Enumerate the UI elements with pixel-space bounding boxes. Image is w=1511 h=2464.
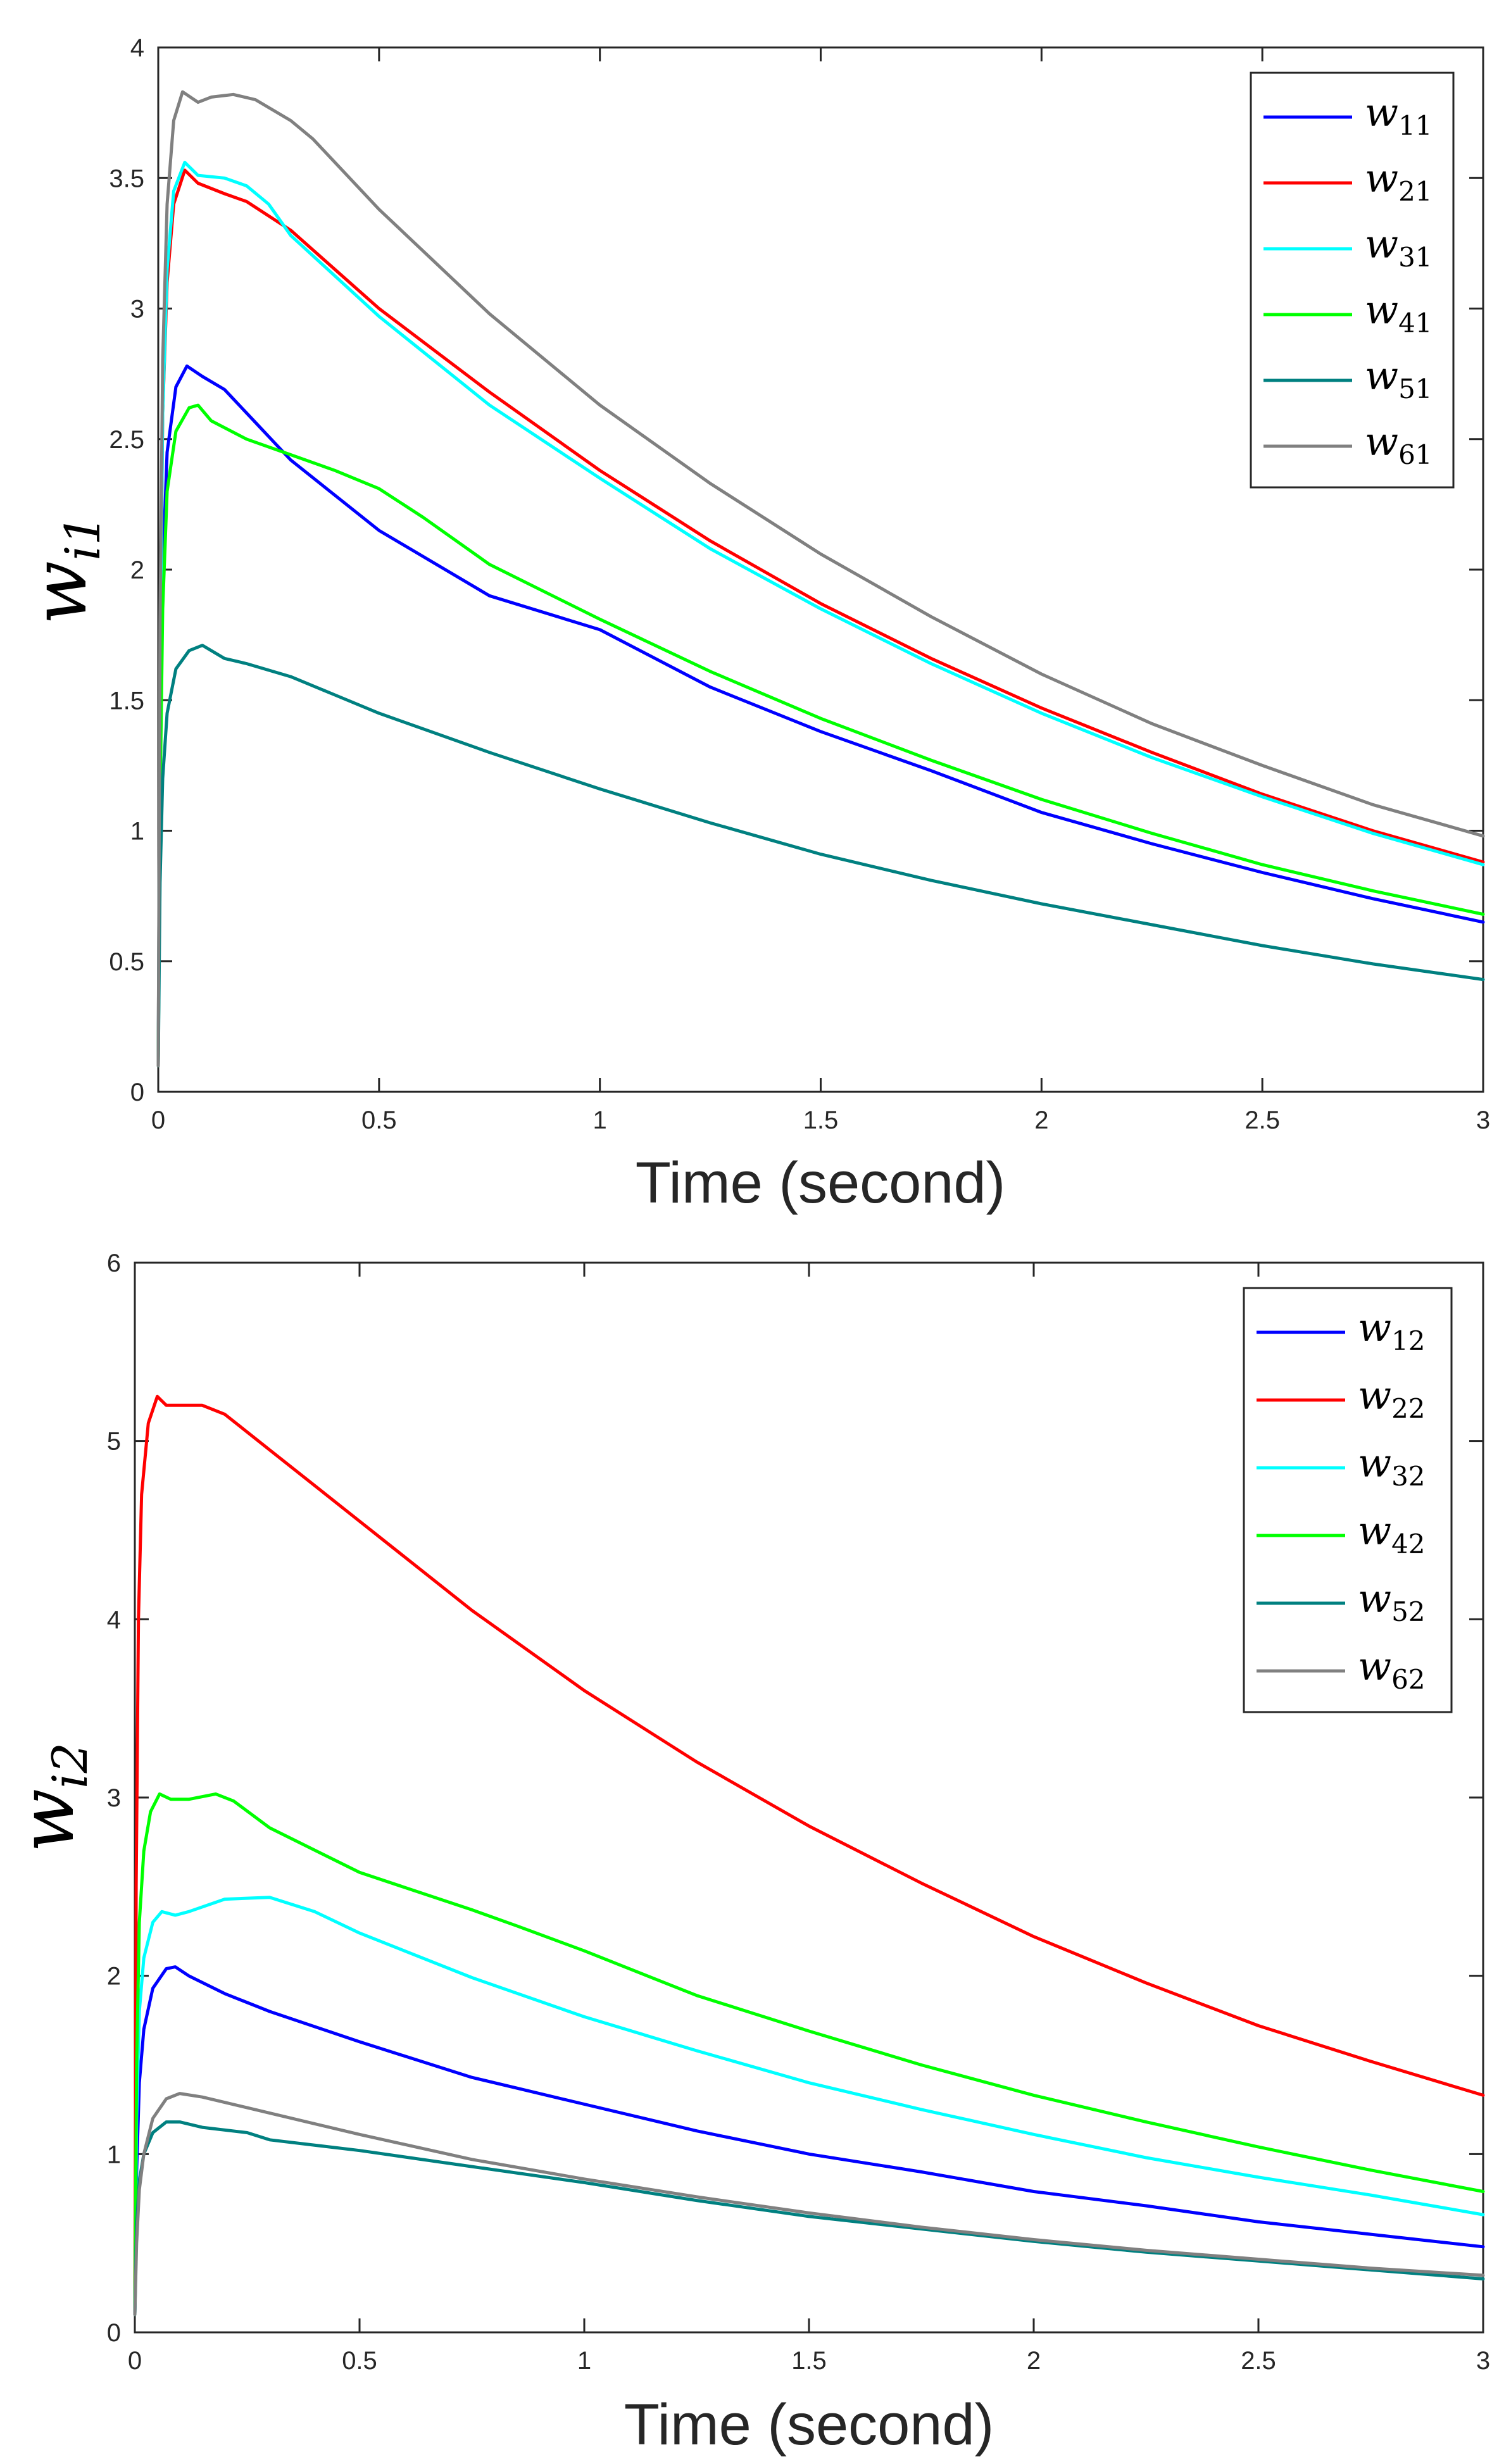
- x-tick-label: 2: [1027, 2347, 1041, 2375]
- y-axis-label-wi1: wi1: [16, 515, 111, 625]
- legend-label-w11: w11: [1365, 89, 1433, 141]
- x-tick-label: 1.5: [791, 2347, 827, 2375]
- y-tick-label: 3.5: [109, 165, 144, 192]
- y-tick-label: 1: [130, 818, 144, 846]
- legend-wi1: w11 w21 w31 w41 w51 w61: [1250, 72, 1455, 489]
- legend-label-w22: w22: [1358, 1372, 1426, 1424]
- x-tick-label: 0: [128, 2347, 142, 2375]
- series-line-w62: [133, 2092, 1485, 2317]
- y-tick-label: 1: [107, 2141, 121, 2168]
- series-line-w22: [133, 1394, 1485, 2317]
- series-line-w51: [156, 644, 1485, 1068]
- legend-label-w51: w51: [1365, 353, 1433, 404]
- x-tick-label: 0: [151, 1106, 165, 1134]
- series-group-wi2: [133, 1394, 1485, 2317]
- x-tick-label: 1: [593, 1106, 607, 1134]
- x-tick-label: 0.5: [342, 2347, 377, 2375]
- y-tick-label: 2: [130, 556, 144, 584]
- series-line-w12: [133, 1965, 1485, 2317]
- y-axis-label-wi2: wi2: [3, 1742, 98, 1853]
- series-group-wi1: [156, 90, 1485, 1068]
- series-line-w11: [156, 364, 1485, 1068]
- legend-label-w61: w61: [1365, 418, 1433, 470]
- legend-label-w52: w52: [1358, 1575, 1426, 1627]
- y-tick-label: 0: [107, 2319, 121, 2347]
- x-tick-label: 1: [577, 2347, 591, 2375]
- y-tick-label: 0.5: [109, 948, 144, 976]
- series-line-w61: [156, 90, 1485, 1068]
- y-tick-label: 6: [107, 1249, 121, 1277]
- x-axis-ticks-wi1: 0 0.5 1 1.5 2 2.5 3: [151, 47, 1490, 1134]
- legend-label-w42: w42: [1358, 1508, 1426, 1560]
- x-axis-label-wi2: Time (second): [624, 2392, 994, 2457]
- legend-box-wi2: [1243, 1287, 1453, 1713]
- y-tick-label: 3: [107, 1784, 121, 1812]
- x-tick-label: 3: [1476, 2347, 1490, 2375]
- legend-label-w21: w21: [1365, 155, 1433, 207]
- series-line-w31: [156, 161, 1485, 1068]
- y-tick-label: 1.5: [109, 687, 144, 715]
- legend-box-wi1: [1250, 72, 1455, 489]
- legend-label-w31: w31: [1365, 221, 1433, 273]
- x-tick-label: 1.5: [803, 1106, 839, 1134]
- x-tick-label: 2: [1034, 1106, 1048, 1134]
- x-axis-ticks-wi2: 0 0.5 1 1.5 2 2.5 3: [128, 1263, 1490, 2375]
- x-tick-label: 3: [1476, 1106, 1490, 1134]
- y-axis-ticks-wi1: 0 0.5 1 1.5 2 2.5 3 3.5 4: [109, 34, 1483, 1106]
- y-tick-label: 4: [107, 1606, 121, 1634]
- y-tick-label: 5: [107, 1428, 121, 1456]
- y-tick-label: 0: [130, 1079, 144, 1106]
- legend-label-w41: w41: [1365, 287, 1433, 339]
- y-tick-label: 2: [107, 1963, 121, 1991]
- y-axis-ticks-wi2: 0 1 2 3 4 5 6: [107, 1249, 1483, 2347]
- y-tick-label: 2.5: [109, 426, 144, 454]
- x-tick-label: 2.5: [1241, 2347, 1276, 2375]
- y-tick-label: 3: [130, 296, 144, 323]
- x-tick-label: 2.5: [1245, 1106, 1280, 1134]
- series-line-w42: [133, 1792, 1485, 2317]
- legend-wi2: w12 w22 w32 w42 w52 w62: [1243, 1287, 1453, 1713]
- legend-label-w12: w12: [1358, 1304, 1426, 1356]
- series-line-w32: [133, 1896, 1485, 2317]
- x-tick-label: 0.5: [361, 1106, 397, 1134]
- chart-wi1: 0 0.5 1 1.5 2 2.5 3 0 0.5 1 1.5 2 2.5 3 3.5 4 Time (se…: [16, 34, 1490, 1215]
- series-line-w41: [156, 403, 1485, 1068]
- legend-label-w32: w32: [1358, 1440, 1426, 1492]
- legend-label-w62: w62: [1358, 1643, 1426, 1695]
- y-tick-label: 4: [130, 34, 144, 62]
- x-axis-label-wi1: Time (second): [636, 1151, 1006, 1215]
